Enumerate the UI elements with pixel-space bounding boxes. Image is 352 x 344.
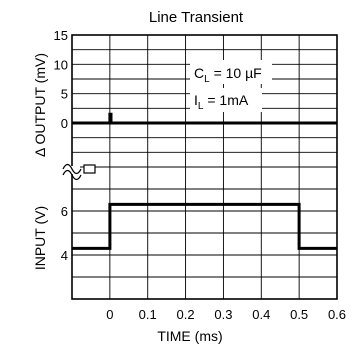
y-axis-label-input: INPUT (V) <box>32 206 48 270</box>
x-tick-label: 0.2 <box>177 307 195 322</box>
series-layer <box>72 112 337 250</box>
x-tick-label: 0.4 <box>252 307 270 322</box>
y-tick-label-output: 15 <box>54 28 68 43</box>
axis-break-marker <box>62 163 96 181</box>
y-tick-label-input: 4 <box>61 248 68 263</box>
x-tick-label: 0.6 <box>328 307 346 322</box>
annotation-il-main: I <box>194 92 198 108</box>
annotation-il-sub: L <box>198 101 204 112</box>
annotation-il-rest: = 1mA <box>203 92 248 108</box>
input-trace-line <box>72 202 337 250</box>
x-tick-label: 0.5 <box>290 307 308 322</box>
y-tick-label-output: 10 <box>54 57 68 72</box>
annotation-cl-text: CL = 10 µF <box>194 65 262 85</box>
y-axis-label-output: Δ OUTPUT (mV) <box>32 53 48 157</box>
annotation-cl-main: C <box>194 65 204 81</box>
annotation-cl-rest: = 10 µF <box>210 65 262 81</box>
annotation-il: IL = 1mA <box>190 88 262 112</box>
y-tick-label-output: 5 <box>61 87 68 102</box>
y-tick-label-input: 6 <box>61 204 68 219</box>
tick-layer: 0 0.1 0.2 0.3 0.4 0.5 0.6 0 5 10 15 4 6 <box>54 28 347 322</box>
x-tick-label: 0.1 <box>139 307 157 322</box>
annotation-il-text: IL = 1mA <box>194 92 249 112</box>
output-trace-line <box>72 112 337 125</box>
annotation-cl-sub: L <box>204 74 210 85</box>
annotation-cl: CL = 10 µF <box>190 60 272 85</box>
x-axis-label: TIME (ms) <box>157 328 222 344</box>
x-tick-label: 0 <box>106 307 113 322</box>
chart-title: Line Transient <box>149 9 244 26</box>
x-tick-label: 0.3 <box>214 307 232 322</box>
y-tick-label-output: 0 <box>61 116 68 131</box>
